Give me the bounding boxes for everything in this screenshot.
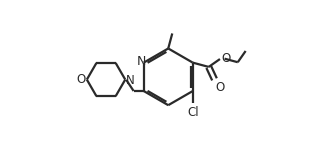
Text: O: O [76, 73, 85, 86]
Text: Cl: Cl [187, 106, 199, 119]
Text: N: N [137, 55, 146, 68]
Text: O: O [221, 52, 230, 65]
Text: O: O [215, 81, 225, 94]
Text: N: N [126, 74, 135, 87]
